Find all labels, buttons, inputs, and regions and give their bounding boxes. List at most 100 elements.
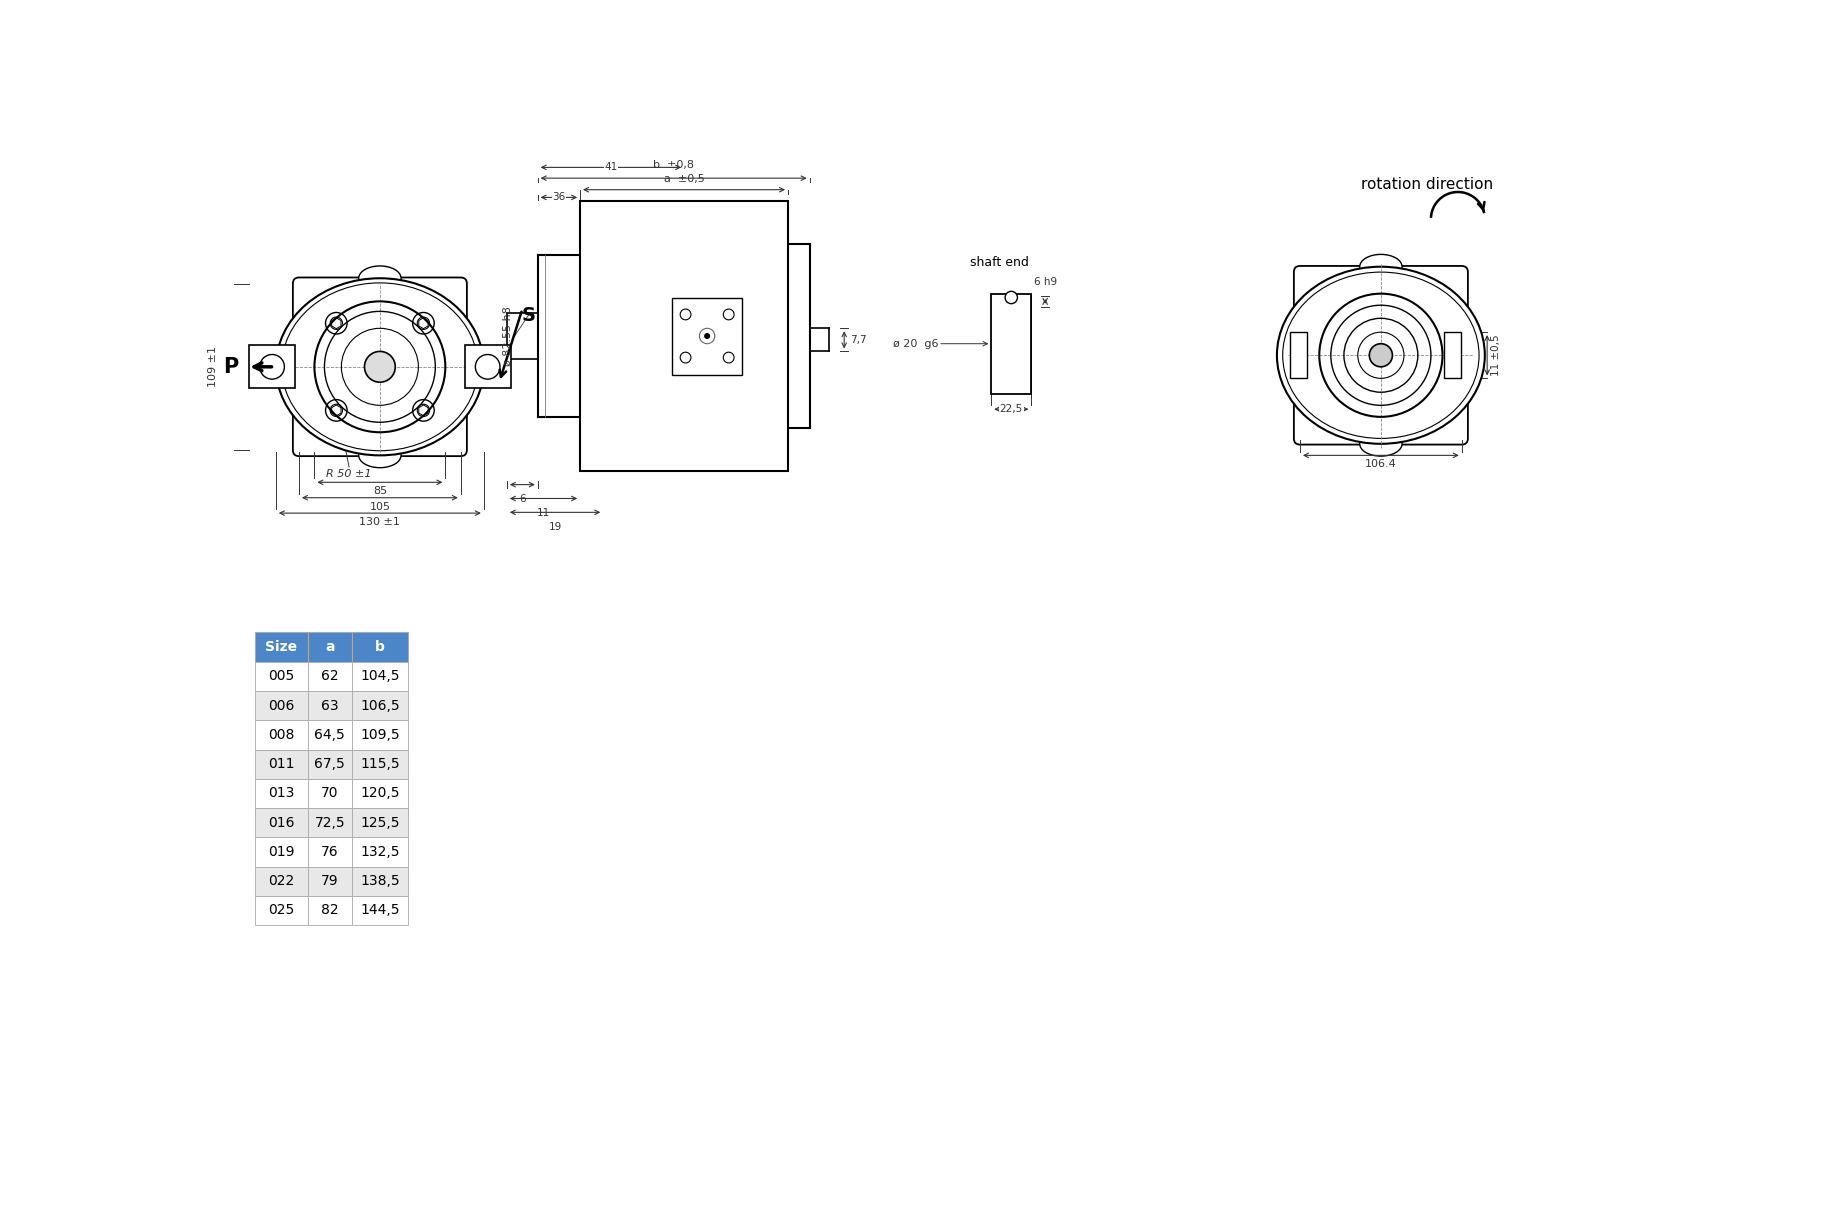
Bar — [352, 867, 407, 895]
Ellipse shape — [359, 266, 401, 291]
Text: 19: 19 — [548, 522, 562, 532]
Bar — [249, 345, 295, 388]
Bar — [352, 721, 407, 749]
Text: 109 ±1: 109 ±1 — [209, 346, 218, 387]
Text: 76: 76 — [321, 845, 339, 858]
Bar — [308, 632, 352, 662]
Bar — [672, 297, 742, 375]
Text: 013: 013 — [267, 786, 295, 801]
Text: 67,5: 67,5 — [315, 758, 344, 771]
Bar — [352, 895, 407, 925]
Bar — [308, 749, 352, 779]
Bar — [465, 345, 511, 388]
Text: S: S — [522, 306, 535, 324]
Text: 79: 79 — [321, 874, 339, 888]
Text: rotation direction: rotation direction — [1361, 177, 1493, 192]
Bar — [308, 837, 352, 867]
Bar — [308, 895, 352, 925]
Bar — [352, 691, 407, 721]
Text: 7,7: 7,7 — [850, 335, 867, 345]
Bar — [308, 808, 352, 837]
Text: 105: 105 — [370, 501, 390, 512]
Bar — [255, 867, 308, 895]
Text: 106,5: 106,5 — [361, 699, 399, 712]
Text: a: a — [324, 640, 335, 655]
Text: 64,5: 64,5 — [315, 728, 344, 742]
Circle shape — [1006, 291, 1017, 303]
Circle shape — [705, 334, 709, 339]
Bar — [308, 867, 352, 895]
Text: 008: 008 — [267, 728, 295, 742]
Text: a  ±0,5: a ±0,5 — [663, 173, 705, 183]
Bar — [255, 691, 308, 721]
Text: 104,5: 104,5 — [361, 669, 399, 683]
Bar — [255, 662, 308, 691]
Bar — [352, 632, 407, 662]
Text: 025: 025 — [267, 904, 295, 917]
Text: 70: 70 — [321, 786, 339, 801]
Text: 138,5: 138,5 — [361, 874, 399, 888]
Bar — [308, 779, 352, 808]
Text: 120,5: 120,5 — [361, 786, 399, 801]
Bar — [255, 721, 308, 749]
Bar — [581, 201, 788, 470]
Text: ø 82.55 h8: ø 82.55 h8 — [502, 306, 513, 366]
Ellipse shape — [1359, 431, 1401, 456]
Bar — [352, 662, 407, 691]
Text: 6: 6 — [518, 494, 526, 503]
Text: shaft end: shaft end — [971, 257, 1030, 269]
FancyBboxPatch shape — [1293, 266, 1467, 445]
Bar — [308, 662, 352, 691]
Text: b: b — [376, 640, 385, 655]
Text: 006: 006 — [267, 699, 295, 712]
Text: 82: 82 — [321, 904, 339, 917]
Bar — [1444, 332, 1460, 378]
Text: 109,5: 109,5 — [361, 728, 399, 742]
Circle shape — [1369, 344, 1392, 367]
Text: 62: 62 — [321, 669, 339, 683]
Text: 125,5: 125,5 — [361, 815, 399, 830]
Bar — [308, 721, 352, 749]
Bar — [255, 779, 308, 808]
Text: 016: 016 — [267, 815, 295, 830]
Bar — [991, 293, 1031, 394]
Bar — [255, 808, 308, 837]
Ellipse shape — [277, 279, 484, 456]
Bar — [255, 632, 308, 662]
Bar — [255, 749, 308, 779]
Bar — [352, 808, 407, 837]
Text: 36: 36 — [551, 193, 566, 203]
Text: 106.4: 106.4 — [1365, 459, 1396, 469]
Bar — [1290, 332, 1306, 378]
Text: 019: 019 — [267, 845, 295, 858]
Text: 022: 022 — [267, 874, 295, 888]
Text: 41: 41 — [605, 162, 617, 172]
Text: P: P — [224, 357, 238, 377]
Text: 85: 85 — [374, 486, 387, 496]
Text: 132,5: 132,5 — [361, 845, 399, 858]
Bar — [255, 895, 308, 925]
Text: 005: 005 — [267, 669, 295, 683]
Bar — [308, 691, 352, 721]
Text: 115,5: 115,5 — [361, 758, 399, 771]
Bar — [255, 837, 308, 867]
Bar — [352, 837, 407, 867]
Ellipse shape — [1277, 266, 1484, 443]
Bar — [352, 779, 407, 808]
Text: 6 h9: 6 h9 — [1033, 278, 1057, 287]
Text: 011: 011 — [267, 758, 295, 771]
Ellipse shape — [1359, 254, 1401, 279]
Text: 11 ±0,5: 11 ±0,5 — [1491, 334, 1500, 376]
Text: 72,5: 72,5 — [315, 815, 344, 830]
Text: 22,5: 22,5 — [1000, 404, 1022, 414]
Bar — [352, 749, 407, 779]
Text: Size: Size — [266, 640, 297, 655]
Text: 63: 63 — [321, 699, 339, 712]
Text: 11: 11 — [537, 507, 550, 518]
FancyBboxPatch shape — [293, 278, 467, 456]
Circle shape — [365, 351, 396, 382]
Text: 144,5: 144,5 — [361, 904, 399, 917]
Ellipse shape — [359, 443, 401, 468]
Text: ø 20  g6: ø 20 g6 — [892, 339, 938, 349]
Text: 130 ±1: 130 ±1 — [359, 517, 401, 527]
